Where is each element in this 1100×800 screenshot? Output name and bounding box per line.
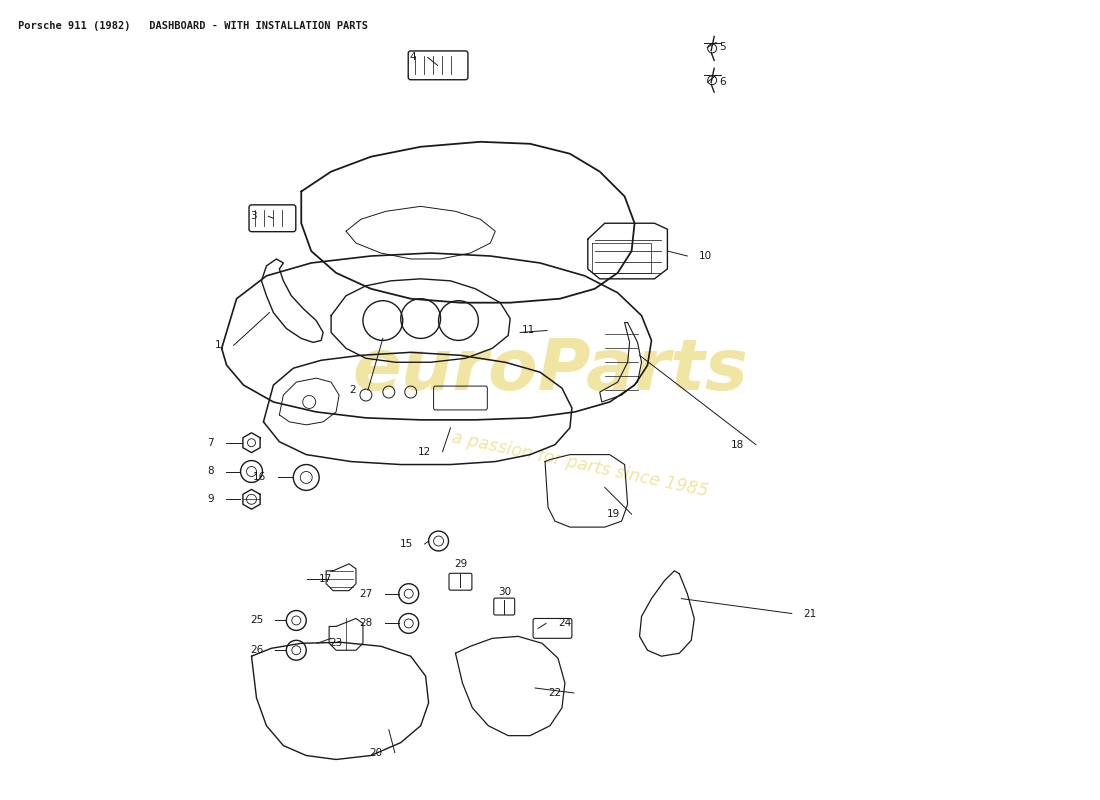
Circle shape [373,310,393,330]
Text: 20: 20 [370,747,383,758]
Text: 29: 29 [454,559,467,569]
Text: 28: 28 [360,618,373,629]
Text: 11: 11 [521,326,535,335]
Text: 6: 6 [719,78,726,87]
Text: a passion for parts since 1985: a passion for parts since 1985 [450,429,710,501]
Text: 18: 18 [730,440,744,450]
Text: Porsche 911 (1982)   DASHBOARD - WITH INSTALLATION PARTS: Porsche 911 (1982) DASHBOARD - WITH INST… [18,21,367,30]
Text: 3: 3 [250,211,256,222]
Text: 27: 27 [360,589,373,598]
Text: 26: 26 [250,646,264,655]
Text: 8: 8 [207,466,213,477]
Text: 2: 2 [350,385,356,395]
Text: 4: 4 [409,52,416,62]
Text: 23: 23 [329,638,342,648]
Text: 12: 12 [417,446,430,457]
Text: 30: 30 [497,586,510,597]
Text: 5: 5 [719,42,726,53]
Text: 17: 17 [319,574,332,584]
Circle shape [410,309,430,329]
Text: 16: 16 [253,473,266,482]
Text: euroParts: euroParts [352,336,748,405]
Text: 25: 25 [250,615,264,626]
Text: 9: 9 [207,494,213,504]
Text: 19: 19 [606,510,619,519]
Circle shape [449,310,469,330]
Text: 24: 24 [558,618,571,629]
Text: 7: 7 [207,438,213,448]
Text: 22: 22 [549,688,562,698]
Text: 21: 21 [804,609,817,618]
Text: 10: 10 [700,251,713,261]
Text: 15: 15 [399,539,412,549]
Text: 1: 1 [214,340,222,350]
